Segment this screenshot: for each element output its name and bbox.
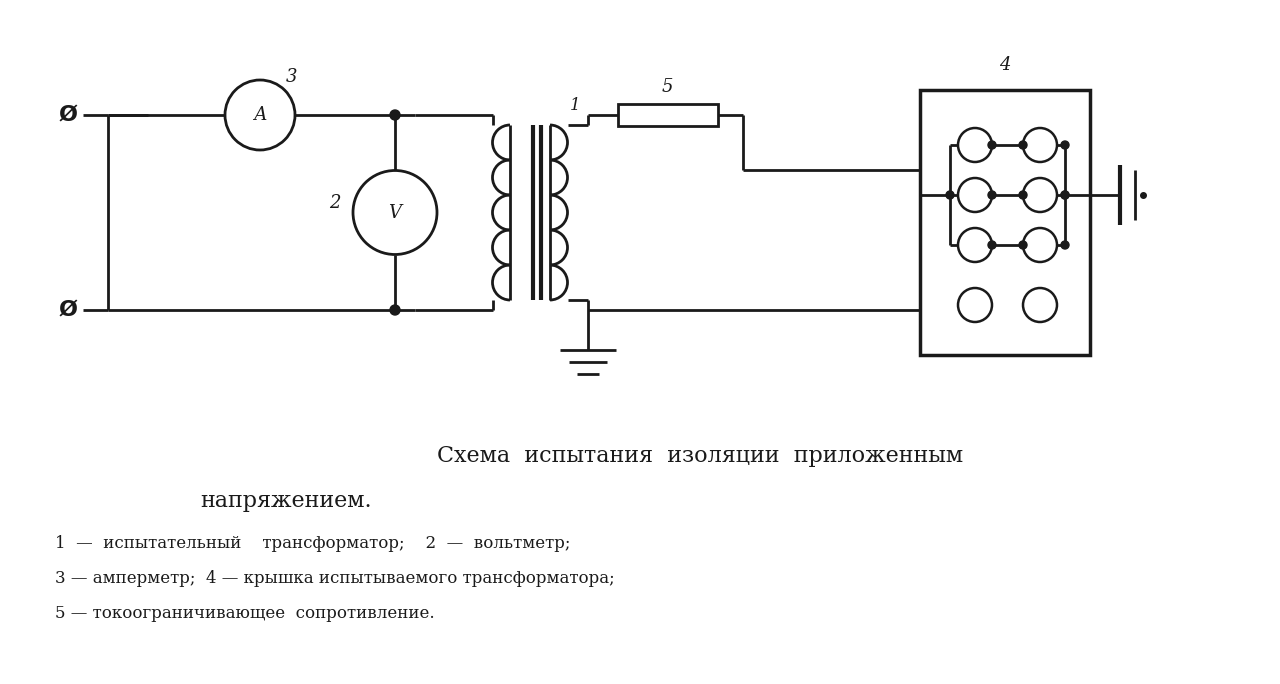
Text: А: А xyxy=(253,106,266,124)
Circle shape xyxy=(390,305,399,315)
Bar xyxy=(920,90,1091,355)
Circle shape xyxy=(957,228,992,262)
Bar xyxy=(617,104,718,126)
Circle shape xyxy=(988,191,996,199)
Text: 4: 4 xyxy=(1000,56,1011,74)
Text: Схема  испытания  изоляции  приложенным: Схема испытания изоляции приложенным xyxy=(436,445,963,467)
Circle shape xyxy=(946,191,954,199)
Text: 2: 2 xyxy=(329,194,340,211)
Text: V: V xyxy=(389,204,402,222)
Circle shape xyxy=(1019,241,1027,249)
Circle shape xyxy=(988,241,996,249)
Circle shape xyxy=(1019,191,1027,199)
Circle shape xyxy=(1061,141,1069,149)
Text: напряжением.: напряжением. xyxy=(200,490,371,512)
Circle shape xyxy=(1023,228,1057,262)
Circle shape xyxy=(957,128,992,162)
Circle shape xyxy=(1023,288,1057,322)
Circle shape xyxy=(1023,128,1057,162)
Text: 5: 5 xyxy=(662,78,673,96)
Circle shape xyxy=(1061,241,1069,249)
Text: 1  —  испытательный    трансформатор;    2  —  вольтметр;: 1 — испытательный трансформатор; 2 — вол… xyxy=(55,535,571,552)
Circle shape xyxy=(225,80,294,150)
Circle shape xyxy=(390,110,399,120)
Circle shape xyxy=(957,178,992,212)
Text: 1: 1 xyxy=(570,96,580,114)
Circle shape xyxy=(1061,191,1069,199)
Text: Ø: Ø xyxy=(59,300,78,320)
Text: 3: 3 xyxy=(287,68,298,86)
Text: 5 — токоограничивающее  сопротивление.: 5 — токоограничивающее сопротивление. xyxy=(55,605,435,622)
Circle shape xyxy=(957,288,992,322)
Circle shape xyxy=(1019,141,1027,149)
Text: 3 — амперметр;  4 — крышка испытываемого трансформатора;: 3 — амперметр; 4 — крышка испытываемого … xyxy=(55,570,614,587)
Circle shape xyxy=(988,141,996,149)
Circle shape xyxy=(353,170,436,254)
Circle shape xyxy=(1023,178,1057,212)
Circle shape xyxy=(1061,191,1069,199)
Text: Ø: Ø xyxy=(59,105,78,125)
